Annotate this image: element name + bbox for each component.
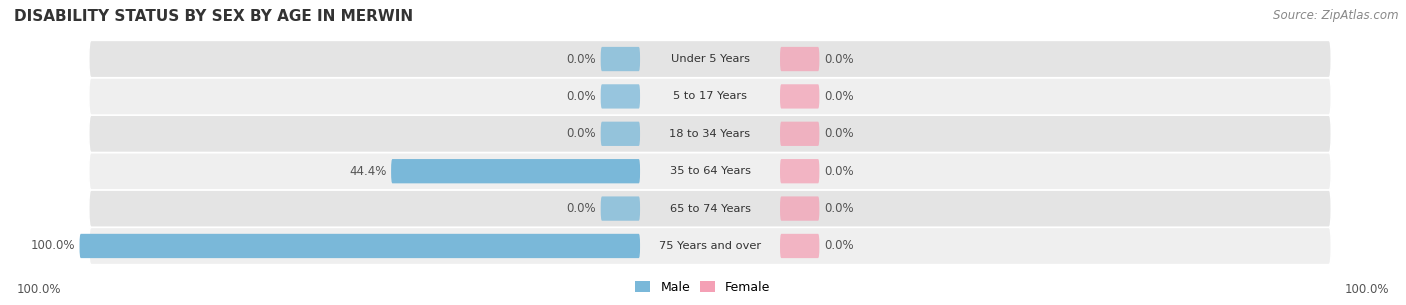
- Text: 0.0%: 0.0%: [824, 202, 853, 215]
- Text: 0.0%: 0.0%: [824, 165, 853, 178]
- Text: 0.0%: 0.0%: [824, 127, 853, 140]
- FancyBboxPatch shape: [89, 115, 1331, 152]
- Text: Source: ZipAtlas.com: Source: ZipAtlas.com: [1274, 9, 1399, 22]
- FancyBboxPatch shape: [600, 47, 640, 71]
- FancyBboxPatch shape: [600, 84, 640, 109]
- Text: 0.0%: 0.0%: [567, 90, 596, 103]
- Text: 44.4%: 44.4%: [349, 165, 387, 178]
- Text: 65 to 74 Years: 65 to 74 Years: [669, 203, 751, 213]
- FancyBboxPatch shape: [80, 234, 640, 258]
- FancyBboxPatch shape: [600, 196, 640, 221]
- FancyBboxPatch shape: [391, 159, 640, 183]
- Text: 100.0%: 100.0%: [1344, 283, 1389, 296]
- Text: 75 Years and over: 75 Years and over: [659, 241, 761, 251]
- FancyBboxPatch shape: [600, 122, 640, 146]
- Text: 100.0%: 100.0%: [31, 239, 75, 253]
- Text: DISABILITY STATUS BY SEX BY AGE IN MERWIN: DISABILITY STATUS BY SEX BY AGE IN MERWI…: [14, 9, 413, 24]
- FancyBboxPatch shape: [780, 159, 820, 183]
- FancyBboxPatch shape: [780, 234, 820, 258]
- FancyBboxPatch shape: [89, 40, 1331, 78]
- FancyBboxPatch shape: [780, 47, 820, 71]
- FancyBboxPatch shape: [780, 122, 820, 146]
- FancyBboxPatch shape: [780, 196, 820, 221]
- Text: 0.0%: 0.0%: [567, 127, 596, 140]
- Text: 0.0%: 0.0%: [567, 202, 596, 215]
- FancyBboxPatch shape: [89, 152, 1331, 190]
- Text: 5 to 17 Years: 5 to 17 Years: [673, 92, 747, 102]
- Text: 35 to 64 Years: 35 to 64 Years: [669, 166, 751, 176]
- Text: 0.0%: 0.0%: [567, 52, 596, 66]
- Legend: Male, Female: Male, Female: [630, 276, 776, 299]
- Text: 0.0%: 0.0%: [824, 52, 853, 66]
- Text: Under 5 Years: Under 5 Years: [671, 54, 749, 64]
- FancyBboxPatch shape: [780, 84, 820, 109]
- Text: 0.0%: 0.0%: [824, 239, 853, 253]
- Text: 0.0%: 0.0%: [824, 90, 853, 103]
- Text: 100.0%: 100.0%: [17, 283, 62, 296]
- FancyBboxPatch shape: [89, 227, 1331, 265]
- Text: 18 to 34 Years: 18 to 34 Years: [669, 129, 751, 139]
- FancyBboxPatch shape: [89, 190, 1331, 227]
- FancyBboxPatch shape: [89, 78, 1331, 115]
